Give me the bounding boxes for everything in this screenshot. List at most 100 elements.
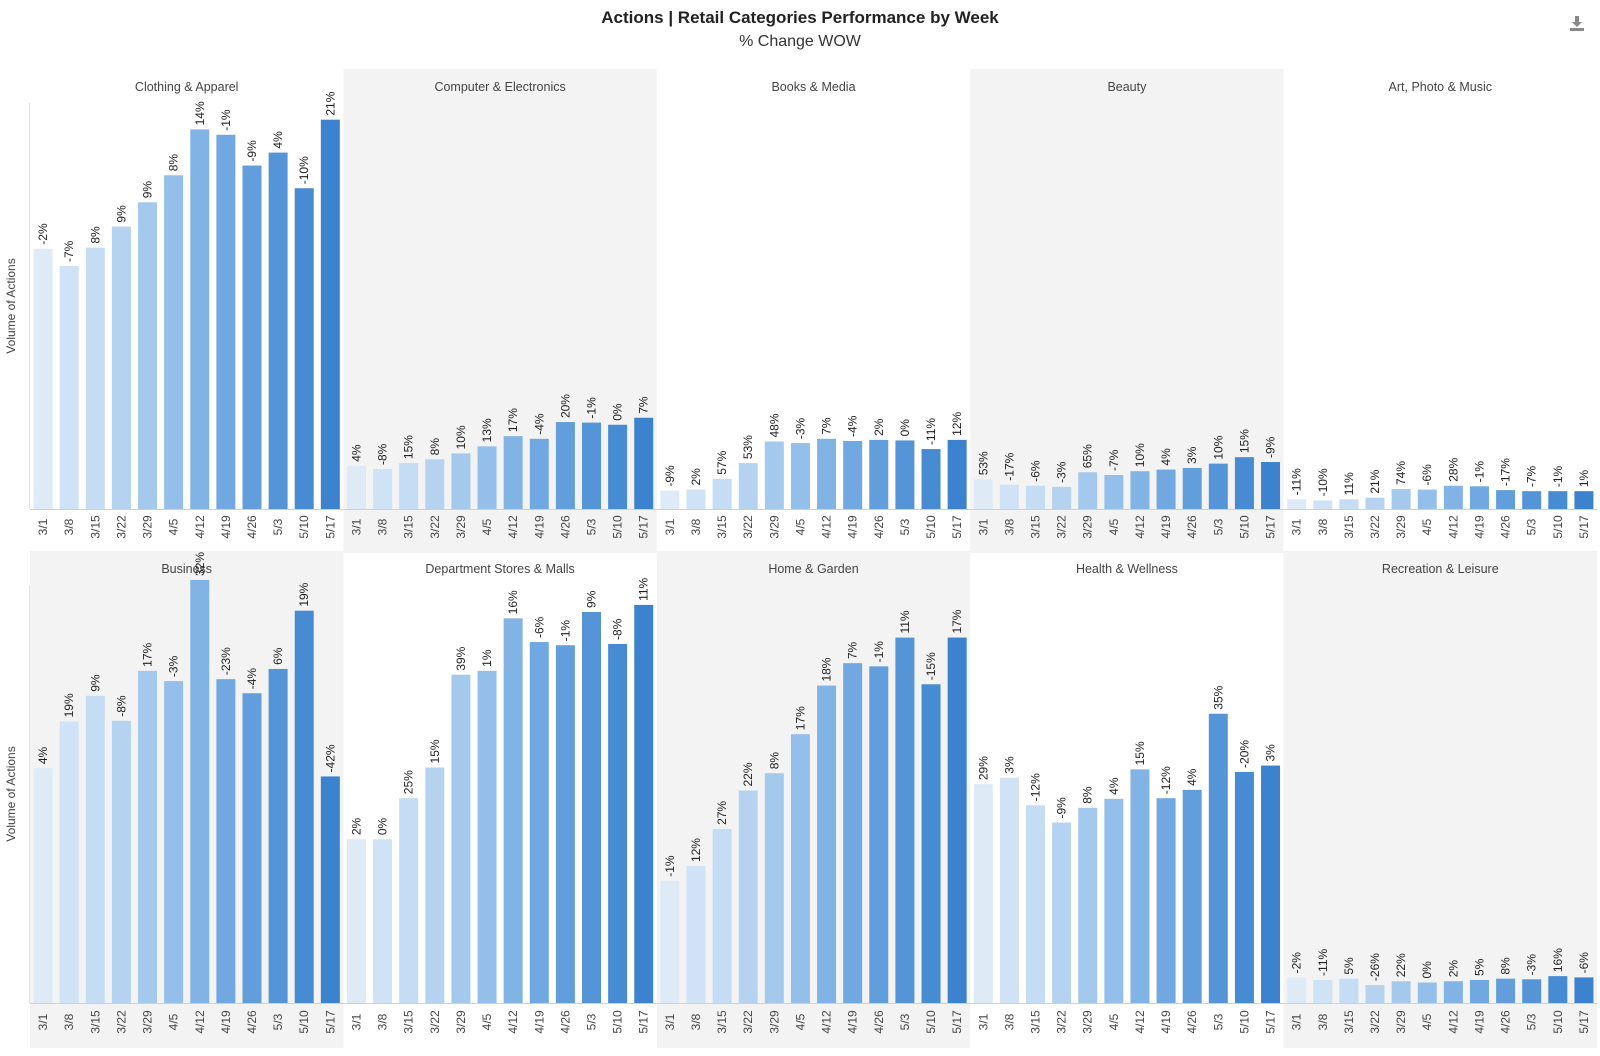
bar	[555, 645, 575, 1003]
x-tick-label: 4/5	[793, 1013, 807, 1030]
bar	[294, 188, 314, 510]
data-label: -6%	[532, 616, 546, 638]
x-tick-label: 4/5	[480, 1013, 494, 1030]
data-label: 53%	[741, 435, 755, 459]
data-label: 48%	[767, 413, 781, 437]
data-label: 6%	[271, 647, 285, 665]
bar	[634, 417, 654, 509]
bar	[268, 152, 288, 509]
data-label: 0%	[898, 419, 912, 437]
x-tick-label: 4/26	[1499, 1010, 1513, 1034]
data-label: -9%	[663, 465, 677, 487]
data-label: 74%	[1394, 461, 1408, 485]
data-label: 1%	[480, 649, 494, 667]
x-tick-label: 3/8	[376, 1013, 390, 1030]
data-label: 9%	[88, 674, 102, 692]
x-tick-label: 3/22	[428, 515, 442, 539]
data-label: -20%	[1237, 740, 1251, 768]
data-label: 3%	[1185, 446, 1199, 464]
bar	[1052, 486, 1072, 509]
x-tick-label: 4/12	[820, 1010, 834, 1034]
bar	[660, 880, 680, 1003]
data-label: -3%	[1525, 954, 1539, 976]
bar	[947, 637, 967, 1003]
x-tick-label: 3/15	[88, 515, 102, 539]
x-tick-label: 4/5	[167, 1013, 181, 1030]
data-label: -8%	[114, 695, 128, 717]
bar	[399, 463, 419, 509]
x-tick-label: 4/26	[872, 515, 886, 539]
x-tick-label: 3/29	[767, 1010, 781, 1034]
x-tick-label: 5/17	[1264, 515, 1278, 539]
x-tick-label: 3/29	[1081, 515, 1095, 539]
x-tick-label: 5/17	[1577, 1010, 1591, 1034]
x-tick-label: 5/3	[1211, 1013, 1225, 1030]
bar	[1130, 769, 1150, 1003]
bar	[242, 693, 262, 1003]
data-label: -17%	[1002, 452, 1016, 480]
data-label: 2%	[872, 418, 886, 436]
data-label: 0%	[611, 403, 625, 421]
bar	[164, 175, 184, 509]
x-tick-label: 3/15	[715, 1010, 729, 1034]
data-label: 2%	[689, 468, 703, 486]
bar	[1104, 798, 1124, 1003]
bar	[1443, 981, 1463, 1003]
data-label: -1%	[872, 641, 886, 663]
panel-title: Recreation & Leisure	[1382, 562, 1499, 576]
bar	[1261, 462, 1281, 509]
data-label: 53%	[976, 451, 990, 475]
data-label: -9%	[1264, 436, 1278, 458]
x-tick-label: 3/29	[141, 1010, 155, 1034]
data-label: 15%	[428, 739, 442, 763]
bar	[1078, 472, 1098, 509]
data-label: 28%	[1446, 457, 1460, 481]
data-label: -4%	[846, 415, 860, 437]
panel-computer-electronics: Computer & Electronics 4% 3/1 -8% 3/8 15% 3/15…	[343, 69, 657, 553]
bar	[790, 443, 810, 509]
data-label: 9%	[114, 205, 128, 223]
x-tick-label: 4/26	[1185, 1010, 1199, 1034]
data-label: -2%	[1290, 952, 1304, 974]
bar	[712, 828, 732, 1003]
bar	[843, 440, 863, 509]
panel-background	[656, 551, 971, 1048]
data-label: -6%	[1420, 464, 1434, 486]
bar	[1365, 985, 1385, 1003]
bar	[425, 767, 445, 1003]
bar	[1104, 474, 1124, 509]
download-icon[interactable]	[1568, 14, 1586, 32]
bar	[1574, 977, 1594, 1003]
data-label: 7%	[820, 417, 834, 435]
x-tick-label: 3/22	[1368, 1010, 1382, 1034]
data-label: 12%	[950, 412, 964, 436]
data-label: 11%	[637, 577, 651, 600]
bar	[320, 119, 340, 509]
x-tick-label: 3/29	[1394, 1010, 1408, 1034]
panel-title: Clothing & Apparel	[135, 80, 239, 94]
bar	[503, 436, 523, 509]
data-label: -1%	[1551, 466, 1565, 488]
panel-art-photo-music: Art, Photo & Music -11% 3/1 -10% 3/8 11% 3/15 2…	[1283, 80, 1597, 539]
x-tick-label: 5/10	[611, 1010, 625, 1034]
data-label: 5%	[1342, 957, 1356, 975]
x-tick-label: 4/26	[245, 515, 259, 539]
data-label: -10%	[297, 156, 311, 184]
bar	[1025, 485, 1045, 509]
bar	[1574, 491, 1594, 509]
data-label: 21%	[1368, 469, 1382, 493]
bar	[1391, 981, 1411, 1003]
bar	[1208, 713, 1228, 1003]
data-label: 21%	[323, 91, 337, 115]
x-tick-label: 4/5	[793, 518, 807, 535]
bar	[921, 449, 941, 509]
data-label: 16%	[1551, 948, 1565, 972]
panel-department-stores-malls: Department Stores & Malls 2% 3/1 0% 3/8 25% 3/…	[343, 562, 657, 1034]
panel-background	[970, 69, 1284, 553]
panel-background	[1283, 551, 1597, 1048]
bar	[346, 465, 366, 509]
data-label: -11%	[1316, 949, 1330, 976]
bar	[1417, 982, 1437, 1003]
data-label: -12%	[1159, 766, 1173, 794]
